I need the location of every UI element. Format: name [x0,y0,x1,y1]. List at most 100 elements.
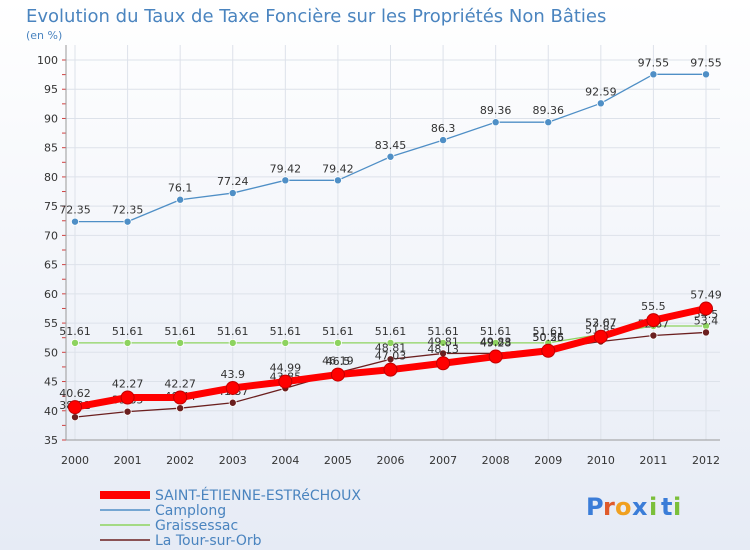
legend-label: SAINT-ÉTIENNE-ESTRéCHOUX [155,487,361,504]
data-label: 92.59 [585,85,617,98]
data-point-3 [225,380,240,395]
y-tick-label: 80 [44,171,58,184]
data-label: 52.67 [585,317,617,330]
data-point-0 [544,118,553,127]
data-label: 49.81 [427,335,459,348]
x-tick-label: 2009 [534,454,562,467]
data-point-1 [71,338,80,347]
data-label: 51.61 [59,325,91,338]
data-label: 51.61 [217,325,249,338]
y-tick-label: 50 [44,346,58,359]
x-tick-label: 2005 [324,454,352,467]
y-tick-label: 70 [44,229,58,242]
data-label: 51.61 [112,325,144,338]
data-point-0 [491,118,500,127]
y-tick-label: 75 [44,200,58,213]
data-label: 51.61 [270,325,302,338]
data-label: 51.61 [375,325,407,338]
brand-letter: t [661,493,672,521]
x-tick-label: 2011 [639,454,667,467]
data-point-3 [173,390,188,405]
data-label: 89.36 [533,104,565,117]
chart-subtitle: (en %) [26,29,62,42]
data-label: 50.55 [533,331,565,344]
chart-title: Evolution du Taux de Taxe Foncière sur l… [26,6,606,27]
data-label: 48.13 [427,343,459,356]
data-point-1 [176,338,185,347]
data-point-0 [386,152,395,161]
legend: SAINT-ÉTIENNE-ESTRéCHOUXCamplongGraisses… [100,487,361,549]
data-label: 86.3 [431,122,456,135]
x-tick-label: 2006 [377,454,405,467]
data-label: 55.5 [641,300,666,313]
data-point-3 [278,374,293,389]
y-tick-label: 35 [44,434,58,447]
data-label: 47.03 [375,350,407,363]
data-label: 42.27 [112,377,144,390]
data-label: 46.5 [326,355,351,368]
data-label: 49.83 [480,335,512,348]
y-tick-label: 60 [44,288,58,301]
x-tick-label: 2004 [271,454,299,467]
data-label: 79.42 [322,162,354,175]
data-point-3 [436,356,451,371]
axes: 35 40 45 50 55 60 65 70 75 80 85 90 95 100 2000 2001 200… [37,45,720,467]
data-point-1 [281,338,290,347]
data-label: 72.35 [112,204,144,217]
data-point-0 [439,136,448,145]
brand-letter: P [586,493,604,521]
data-label: 77.24 [217,175,249,188]
data-point-3 [383,362,398,377]
data-point-3 [330,367,345,382]
data-point-2 [649,331,658,340]
data-point-0 [176,195,185,204]
data-point-1 [123,338,132,347]
brand-letter: r [603,493,615,521]
y-tick-label: 45 [44,376,58,389]
x-tick-label: 2002 [166,454,194,467]
data-label: 51.61 [480,325,512,338]
data-label: 49.28 [480,337,512,350]
data-point-3 [699,301,713,316]
data-point-3 [488,349,503,364]
brand-letter: o [615,493,632,521]
series-layer: 72.35 72.35 76.1 77.24 79.42 79.42 83.45 86.3 89… [59,56,722,422]
data-point-3 [646,313,661,328]
data-label: 53.07 [585,316,617,329]
y-tick-label: 90 [44,112,58,125]
data-point-2 [123,407,132,416]
data-point-3 [120,390,135,405]
y-tick-label: 55 [44,317,58,330]
data-label: 97.55 [638,56,670,69]
data-label: 40.62 [59,387,91,400]
data-label: 51.61 [164,325,196,338]
data-label: 53.4 [694,314,719,327]
data-label: 97.55 [690,56,722,69]
data-label: 51.61 [533,325,565,338]
data-point-1 [491,338,500,347]
x-tick-label: 2012 [692,454,720,467]
data-point-0 [596,99,605,108]
data-label: 43.9 [221,368,246,381]
data-point-1 [333,338,342,347]
brand-letter: i [673,493,681,521]
data-point-2 [228,398,237,407]
data-point-2 [176,404,185,413]
data-label: 42.27 [164,377,196,390]
x-tick-label: 2007 [429,454,457,467]
data-point-0 [649,70,658,79]
data-point-0 [228,189,237,198]
data-point-0 [281,176,290,185]
x-tick-label: 2003 [219,454,247,467]
data-label: 83.45 [375,139,407,152]
y-tick-label: 40 [44,405,58,418]
brand-letter: i [649,493,657,521]
data-point-0 [702,70,711,79]
data-label: 76.1 [168,182,193,195]
y-tick-label: 100 [37,54,58,67]
y-tick-label: 85 [44,142,58,155]
legend-label: Graissessac [155,518,238,534]
data-point-2 [71,413,80,422]
